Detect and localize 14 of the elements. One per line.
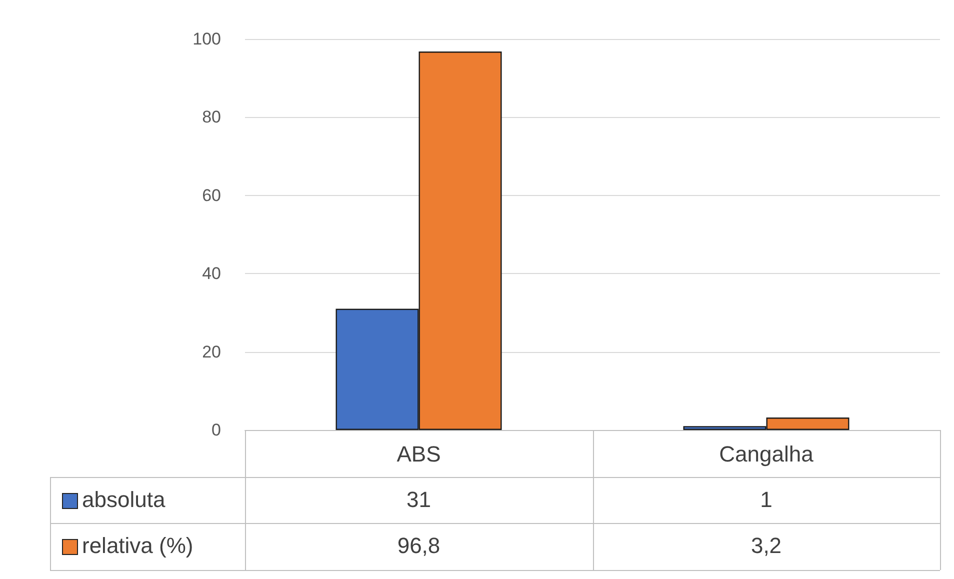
- x-tick-label: ABS: [396, 442, 441, 466]
- data-label: 96,8: [396, 532, 442, 560]
- y-tick-label: 40: [202, 264, 221, 284]
- x-tick-label: Cangalha: [719, 442, 814, 466]
- data-label: 3,2: [750, 532, 783, 560]
- data-label: 1: [759, 486, 774, 514]
- y-tick-label: 60: [202, 186, 221, 205]
- y-tick-label: 80: [202, 108, 221, 127]
- legend-label: absoluta: [82, 486, 166, 514]
- y-tick-label: 100: [192, 30, 221, 48]
- legend-label: relativa (%): [82, 532, 194, 560]
- data-label: 31: [406, 486, 432, 514]
- y-tick-label: 20: [202, 342, 221, 362]
- y-tick-label: 0: [212, 420, 221, 440]
